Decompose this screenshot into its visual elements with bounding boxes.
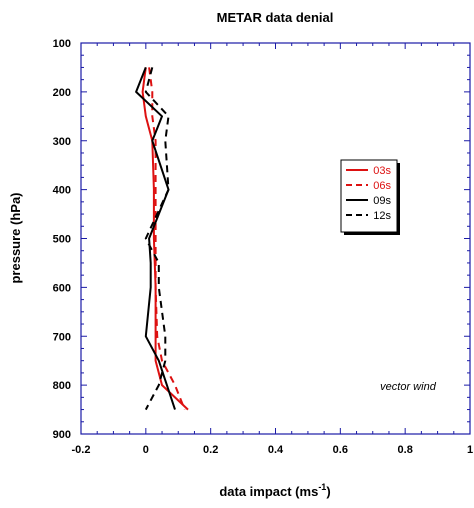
legend-label-06s: 06s [373,180,391,192]
y-tick-label: 200 [53,87,71,99]
series-lines [135,67,189,411]
x-tick-label: 0.2 [203,444,218,456]
x-tick-label: 0.4 [268,444,284,456]
legend-label-12s: 12s [373,210,391,222]
x-axis-label: data impact (ms-1) [219,482,330,499]
y-tick-label: 700 [53,331,71,343]
series-line-03s [141,67,189,411]
x-axis-label-text: data impact (ms [219,484,318,499]
y-tick-label: 400 [53,185,71,197]
legend-box [340,159,398,233]
plot-area [80,42,471,435]
y-tick-label: 800 [53,380,71,392]
plot-border [80,42,471,435]
x-tick-label: 1 [467,444,473,456]
series-line-12s [144,67,170,411]
x-axis-label-superscript: -1 [318,482,326,492]
series-line-09s [135,67,176,410]
legend: 03s 06s 09s 12s [340,159,400,235]
y-tick-label: 100 [53,38,71,50]
x-tick-label: 0.8 [398,444,413,456]
x-axis-label-tail: ) [326,484,330,499]
chart-title: METAR data denial [217,10,334,25]
y-tick-label: 600 [53,282,71,294]
x-tick-label: 0.6 [333,444,348,456]
x-tick-label: 0 [143,444,149,456]
y-tick-label: 900 [53,429,71,441]
y-axis-label: pressure (hPa) [8,192,23,283]
y-tick-label: 500 [53,234,71,246]
y-tick-label: 300 [53,136,71,148]
axis-ticks: -0.2 0 0.2 0.4 0.6 0.8 1 100 200 300 400 500 600 700 8… [53,38,473,456]
annotation-vector-wind: vector wind [380,381,437,393]
x-tick-label: -0.2 [72,444,91,456]
legend-label-09s: 09s [373,195,391,207]
legend-label-03s: 03s [373,165,391,177]
